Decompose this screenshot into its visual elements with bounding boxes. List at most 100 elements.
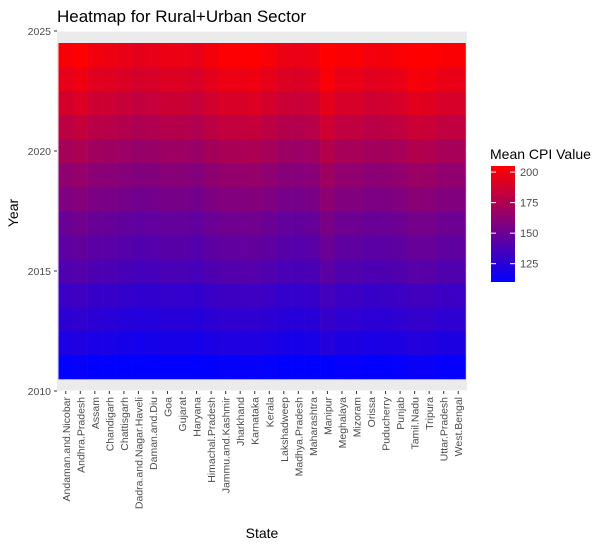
heatmap-cell [262,283,277,308]
heatmap-cell [363,307,379,332]
heatmap-cell [436,331,452,356]
x-tick-label: Madhya.Pradesh [293,397,305,477]
heatmap-cell [421,139,437,164]
heatmap-cell [174,115,190,140]
x-tick-label: Daman.and.Diu [148,397,160,470]
heatmap-cell [349,307,365,332]
heatmap-cell [160,91,176,116]
heatmap-cell [203,259,219,284]
heatmap-cell [392,139,408,164]
x-tick-label: Andaman.and.Nicobar [61,396,73,501]
heatmap-cell [218,91,234,116]
heatmap-cell [87,211,103,236]
heatmap-cell [349,115,365,140]
heatmap-cell [349,139,365,164]
heatmap-cell [305,283,321,308]
heatmap-cell [174,139,190,164]
heatmap-cell [421,115,437,140]
heatmap-cell [436,187,452,212]
heatmap-cell [247,331,263,356]
heatmap-cell [276,115,292,140]
heatmap-cell [363,67,379,92]
heatmap-cell [203,355,219,380]
heatmap-cell [203,91,219,116]
heatmap-cell [203,115,219,140]
heatmap-cell [291,235,306,260]
x-tick-label: Tamil.Nadu [410,397,422,450]
heatmap-cell [421,307,437,332]
heatmap-cell [305,163,321,188]
heatmap-cell [58,259,74,284]
heatmap-cell [116,115,132,140]
x-tick-label: Lakshadweep [279,397,291,462]
heatmap-cell [320,307,335,332]
heatmap-cell [450,283,466,308]
heatmap-cell [320,163,335,188]
heatmap-cell [73,67,88,92]
heatmap-cell [160,355,176,380]
heatmap-cell [145,235,161,260]
heatmap-cell [349,211,365,236]
heatmap-cell [232,307,248,332]
heatmap-cell [305,211,321,236]
heatmap-cell [334,235,350,260]
heatmap-cell [189,91,205,116]
legend-colorbar [491,166,515,282]
heatmap-cell [131,187,147,212]
heatmap-cell [334,211,350,236]
heatmap-cell [131,115,147,140]
heatmap-cell [189,187,205,212]
heatmap-cell [73,139,88,164]
heatmap-cell [334,115,350,140]
heatmap-cell [349,331,365,356]
heatmap-cell [392,187,408,212]
heatmap-cell [218,187,234,212]
heatmap-cell [436,67,452,92]
heatmap-cell [102,187,117,212]
heatmap-cell [102,307,117,332]
heatmap-cell [392,91,408,116]
heatmap-cell [131,211,147,236]
x-tick-label: Himachal.Pradesh [206,397,218,483]
heatmap-cell [392,67,408,92]
heatmap-cell [102,235,117,260]
heatmap-cell [102,115,117,140]
x-axis-ticks: Andaman.and.Nicobar Andhra.Pradesh Assam Ch… [61,391,465,509]
heatmap-cell [363,211,379,236]
heatmap-cell [131,43,147,68]
heatmap-cell [276,235,292,260]
heatmap-cell [131,139,147,164]
x-tick-label: Assam [90,397,102,429]
heatmap-cell [131,235,147,260]
heatmap-cell [262,235,277,260]
heatmap-cell [392,235,408,260]
heatmap-cell [334,259,350,284]
y-tick-label: 2025 [28,26,52,38]
heatmap-cell [291,211,306,236]
heatmap-cell [291,331,306,356]
heatmap-cell [276,307,292,332]
heatmap-cell [305,331,321,356]
heatmap-cell [421,91,437,116]
heatmap-cell [145,283,161,308]
heatmap-cell [87,235,103,260]
heatmap-cell [305,235,321,260]
heatmap-cell [320,211,335,236]
heatmap-cell [378,91,394,116]
x-tick-label: Uttar.Pradesh [439,397,451,461]
heatmap-cell [450,259,466,284]
heatmap-cell [334,163,350,188]
heatmap-cell [320,235,335,260]
heatmap-cell [58,331,74,356]
heatmap-cell [349,283,365,308]
heatmap-cell [363,259,379,284]
heatmap-cell [450,355,466,380]
heatmap-cell [174,91,190,116]
heatmap-cell [160,283,176,308]
heatmap-cell [58,163,74,188]
heatmap-cell [102,43,117,68]
x-tick-label: Orissa [366,397,378,427]
heatmap-cell [450,307,466,332]
heatmap-cell [160,259,176,284]
heatmap-cell [174,355,190,380]
